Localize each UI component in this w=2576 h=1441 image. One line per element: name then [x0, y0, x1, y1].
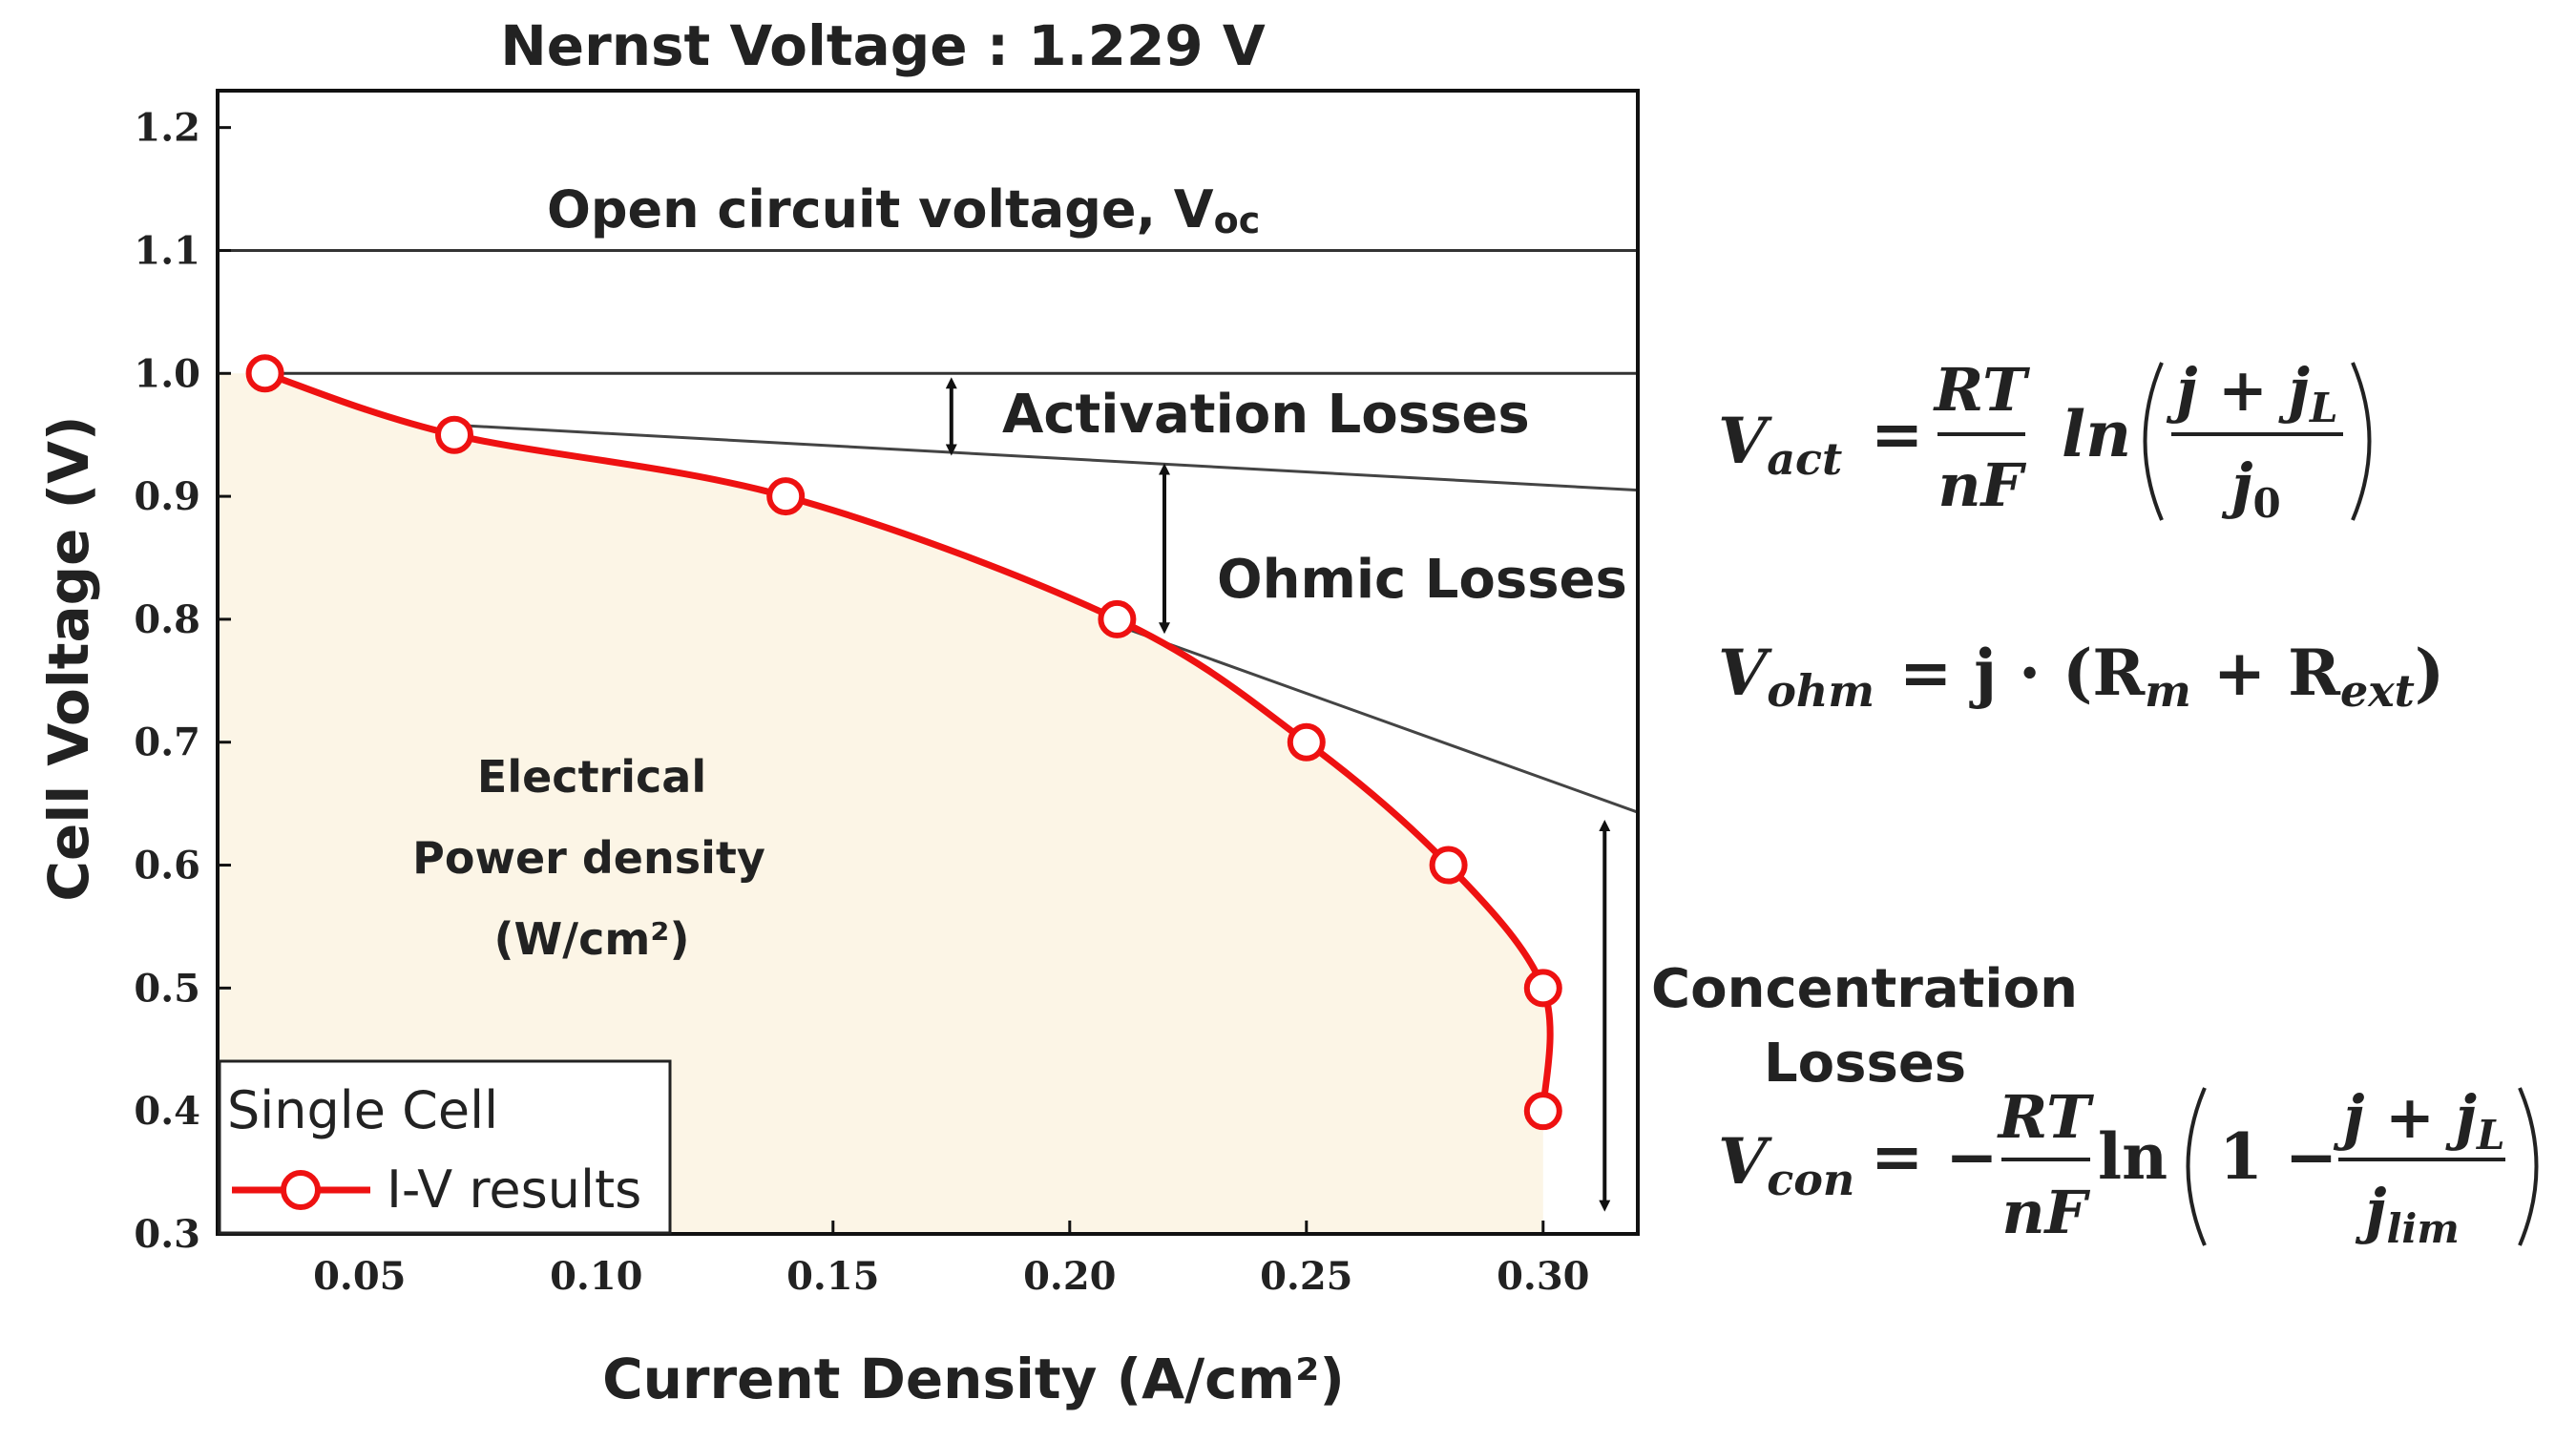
y-tick-label: 0.5: [134, 966, 200, 1011]
iv-data-point: [1098, 599, 1137, 638]
v-ohm-rhs: = j · (Rm + Rext): [1899, 636, 2444, 717]
y-tick-label: 0.9: [134, 474, 200, 519]
power-density-label-1: Electrical: [477, 751, 706, 803]
v-act-inner-den: j0: [2221, 450, 2281, 527]
x-tick-label: 0.30: [1497, 1254, 1589, 1299]
y-tick-label: 0.3: [134, 1212, 200, 1257]
v-con-paren-left: [2186, 1087, 2207, 1246]
equation-v-act: Vact = RT nF ln j + jL j0: [1718, 355, 2372, 527]
legend: Single Cell I-V results: [218, 1059, 672, 1235]
plot-frame: [216, 89, 1640, 1236]
y-tick-label: 1.0: [134, 351, 200, 396]
equation-v-con: Vcon = − RT nF ln 1 − j + jL jlim: [1718, 1082, 2539, 1252]
v-con-inner-den: jlim: [2355, 1176, 2460, 1252]
y-axis-ticks: 0.3 0.4 0.5 0.6 0.7 0.8 0.9 1.0 1.1 1.2: [134, 106, 231, 1257]
y-tick-label: 0.7: [134, 720, 200, 765]
legend-title: Single Cell: [227, 1080, 498, 1140]
x-axis-ticks: 0.05 0.10 0.15 0.20 0.25 0.30: [313, 1221, 1590, 1299]
y-tick-label: 0.6: [134, 844, 200, 888]
v-con-frac-num: RT: [1997, 1082, 2094, 1152]
v-con-paren-right: [2518, 1087, 2539, 1246]
power-density-label-3: (W/cm²): [494, 913, 690, 965]
y-tick-label: 1.2: [134, 106, 200, 151]
iv-points-group: [245, 354, 1562, 1131]
v-con-frac-den: nF: [2001, 1178, 2090, 1247]
concentration-losses-label-1: Concentration: [1651, 958, 2078, 1020]
y-tick-label: 1.1: [134, 228, 200, 273]
activation-tangent-line: [453, 423, 1639, 492]
x-tick-label: 0.25: [1260, 1254, 1352, 1299]
v-act-inner-num: j + jL: [2166, 355, 2338, 431]
v-ohm-lhs: Vohm: [1718, 636, 1874, 717]
iv-data-point: [1523, 1092, 1562, 1131]
v-act-paren-left: [2143, 362, 2164, 521]
legend-marker: [281, 1170, 321, 1210]
y-tick-label: 0.4: [134, 1089, 200, 1134]
iv-data-point: [1523, 969, 1562, 1008]
chart-title: Nernst Voltage : 1.229 V: [500, 13, 1266, 78]
v-con-eq: = −: [1871, 1119, 1999, 1194]
activation-losses-label: Activation Losses: [1002, 384, 1530, 446]
iv-data-point: [1429, 846, 1468, 885]
x-tick-label: 0.05: [313, 1254, 406, 1299]
x-tick-label: 0.20: [1023, 1254, 1116, 1299]
v-con-ln: ln: [2098, 1119, 2168, 1194]
iv-data-point: [435, 415, 473, 454]
power-density-area: [218, 373, 1551, 1234]
power-density-label-2: Power density: [412, 832, 765, 884]
iv-data-point: [766, 477, 806, 516]
ohmic-losses-label: Ohmic Losses: [1217, 549, 1627, 611]
y-tick-label: 0.8: [134, 597, 200, 642]
v-act-paren-right: [2351, 362, 2372, 521]
v-act-ln: ln: [2062, 397, 2131, 471]
v-act-eq: =: [1871, 397, 1923, 471]
iv-data-point: [245, 354, 284, 393]
v-con-inner-num: j + jL: [2333, 1082, 2505, 1159]
equation-v-ohm: Vohm = j · (Rm + Rext): [1718, 636, 2444, 717]
ohmic-tangent-line: [1116, 623, 1639, 814]
x-axis-label: Current Density (A/cm²): [602, 1347, 1345, 1411]
iv-data-point: [1287, 722, 1326, 762]
concentration-losses-label-2: Losses: [1764, 1033, 1966, 1095]
v-act-lhs: Vact: [1718, 404, 1842, 485]
legend-entry-iv: I-V results: [387, 1159, 641, 1220]
v-act-frac-den: nF: [1937, 450, 2026, 520]
v-con-lhs: Vcon: [1718, 1124, 1854, 1205]
ocv-label: Open circuit voltage, Voc: [547, 179, 1260, 241]
v-con-one-minus: 1 −: [2219, 1119, 2337, 1194]
x-tick-label: 0.10: [550, 1254, 642, 1299]
y-axis-label: Cell Voltage (V): [36, 415, 101, 901]
v-act-frac-num: RT: [1933, 355, 2030, 425]
x-tick-label: 0.15: [786, 1254, 879, 1299]
